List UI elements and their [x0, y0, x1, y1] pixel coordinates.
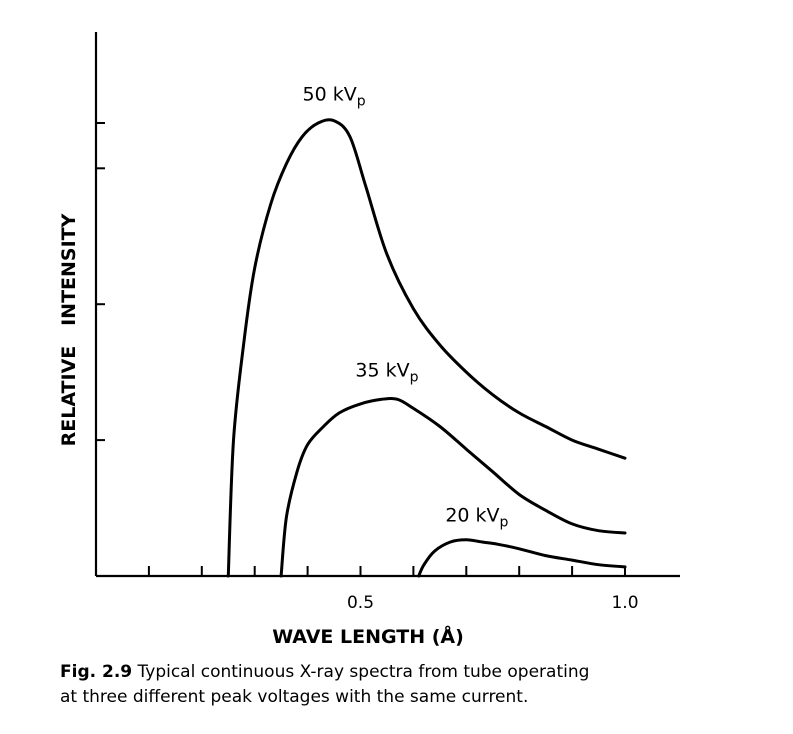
y-axis-label: RELATIVE INTENSITY — [58, 213, 80, 446]
figure-caption: Fig. 2.9 Typical continuous X-ray spectr… — [60, 660, 760, 710]
figure-number: Fig. 2.9 — [60, 662, 133, 682]
caption-line-1: Typical continuous X-ray spectra from tu… — [137, 662, 590, 682]
x-axis-label: WAVE LENGTH (Å) — [272, 624, 464, 648]
series-label-50-kvp: 50 kVp — [302, 83, 365, 109]
curve-50-kvp — [226, 118, 627, 578]
axes — [94, 32, 680, 578]
tick-labels: 0.5 1.0 — [347, 593, 639, 613]
curve-35-kvp — [279, 396, 627, 578]
series-label-20-kvp: 20 kVp — [445, 505, 508, 531]
x-tick-label: 0.5 — [347, 593, 374, 613]
spectra-chart: 0.5 1.0 50 kVp 35 kVp 20 kVp WAVE LENGTH (Å… — [58, 32, 680, 648]
caption-line-2: at three different peak voltages with th… — [60, 687, 529, 707]
curve-20-kvp — [417, 538, 627, 578]
curve-labels: 50 kVp 35 kVp 20 kVp — [302, 83, 508, 530]
ticks — [96, 122, 626, 576]
x-tick-label: 1.0 — [611, 593, 638, 613]
series-label-35-kvp: 35 kVp — [355, 360, 418, 386]
curves — [226, 118, 627, 578]
